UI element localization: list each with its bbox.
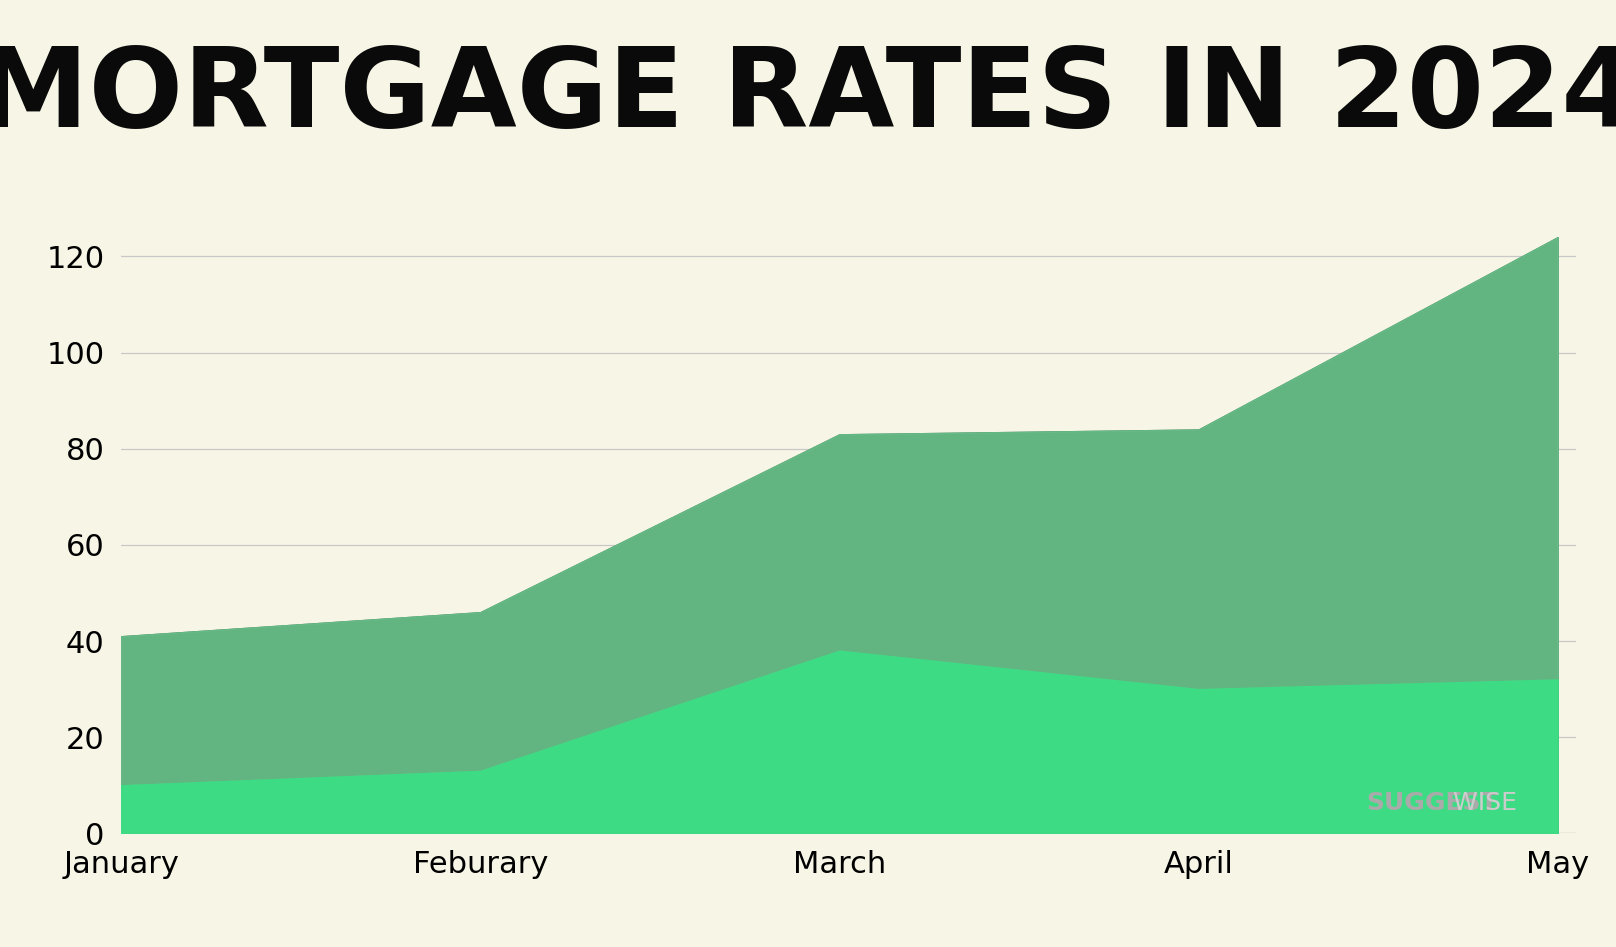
Text: WISE: WISE — [1445, 791, 1517, 814]
Text: MORTGAGE RATES IN 2024: MORTGAGE RATES IN 2024 — [0, 43, 1616, 150]
Text: SUGGEST: SUGGEST — [1366, 791, 1498, 814]
